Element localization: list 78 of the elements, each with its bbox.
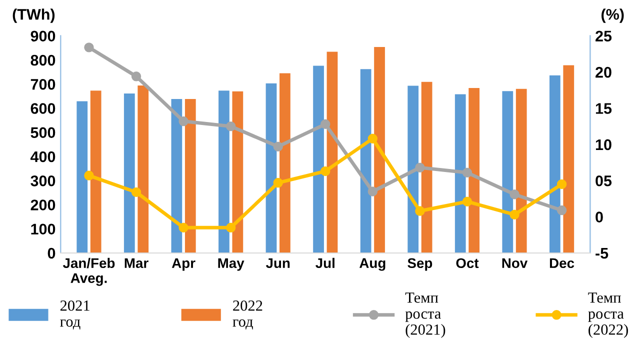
y-tick-label: 900: [30, 30, 56, 42]
x-tick-label: Jun: [266, 258, 290, 268]
y-tick-label: 100: [31, 224, 56, 235]
bar: [266, 83, 277, 253]
bar: [549, 75, 560, 253]
legend-label: 2022 год: [232, 300, 262, 330]
point: [178, 222, 188, 233]
point: [84, 42, 94, 52]
point: [415, 206, 425, 216]
bar: [454, 94, 466, 253]
point: [510, 190, 520, 200]
x-tick-label: Apr: [172, 258, 196, 271]
point: [556, 179, 567, 190]
legend-label: 2021 год: [60, 300, 90, 330]
y-tick-label: 300: [30, 175, 56, 186]
y-tick-label: 600: [30, 103, 56, 114]
legend-label: Темп роста (2022): [588, 292, 628, 338]
y2-tick-label: 10: [596, 139, 612, 150]
point: [320, 119, 330, 130]
bar: [280, 73, 290, 253]
point: [273, 178, 283, 188]
x-tick-label: Sep: [408, 258, 432, 271]
point: [84, 170, 94, 180]
point: [462, 168, 472, 178]
point: [415, 162, 425, 172]
y2-tick-label: 25: [596, 30, 612, 42]
x-tick-label: May: [218, 258, 244, 271]
x-tick-label: Nov: [502, 258, 528, 268]
x-tick-label: Dec: [550, 258, 574, 268]
x-tick-label: Aug: [360, 258, 386, 271]
bar: [516, 88, 527, 253]
y-axis-title: (TWh): [12, 8, 55, 23]
point: [178, 116, 188, 126]
point: [510, 210, 520, 220]
bar: [360, 69, 372, 253]
y2-axis-title: (%): [602, 8, 624, 23]
x-tick-label: Oct: [456, 258, 479, 268]
point: [226, 222, 236, 233]
bar: [326, 52, 338, 253]
point: [131, 72, 142, 82]
bar: [218, 90, 230, 253]
bar: [138, 86, 149, 253]
bar: [374, 46, 385, 253]
point: [226, 121, 236, 132]
point: [320, 166, 330, 176]
x-tick-label: Mar: [124, 258, 148, 268]
x-tick-label: Jul: [316, 258, 334, 268]
y-tick-label: 700: [30, 78, 56, 90]
y-tick-label: 200: [30, 200, 56, 210]
y-tick-label: 400: [30, 151, 56, 162]
y-tick-label: 500: [30, 127, 56, 138]
point: [368, 134, 378, 144]
y-tick-label: 800: [30, 54, 56, 66]
x-tick-label: Jan/Feb Aveg.: [62, 258, 115, 286]
y-tick-label: 0: [48, 248, 56, 259]
y2-tick-label: 05: [596, 175, 612, 186]
bar: [502, 91, 514, 253]
point: [462, 196, 472, 206]
point: [368, 186, 378, 196]
y2-tick-label: 15: [596, 103, 612, 114]
bar: [408, 86, 419, 253]
bar: [313, 66, 324, 253]
bar: [421, 82, 432, 253]
point: [131, 187, 142, 198]
bar: [563, 65, 574, 253]
y2-tick-label: 0: [596, 212, 603, 222]
bar: [468, 88, 480, 253]
bar: [184, 99, 196, 253]
bar: [171, 99, 182, 253]
bar: [76, 101, 88, 253]
point: [556, 205, 567, 216]
y2-tick-label: -5: [596, 248, 608, 259]
y2-tick-label: 20: [596, 66, 612, 78]
bar: [232, 91, 244, 253]
legend-label: Темп роста (2021): [405, 292, 446, 338]
bar: [90, 90, 102, 253]
point: [273, 142, 283, 152]
bar: [124, 94, 135, 253]
